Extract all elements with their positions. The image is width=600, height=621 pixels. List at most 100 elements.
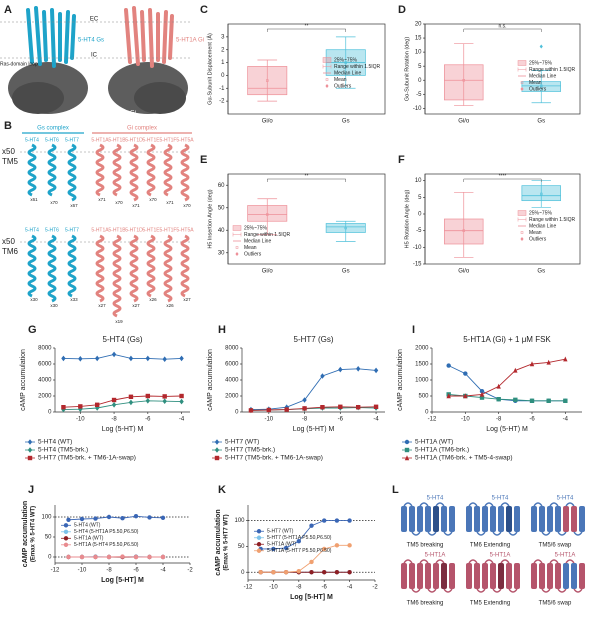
y-tick-label: 100 — [41, 515, 52, 521]
y-tick-label: 2000 — [415, 346, 429, 352]
legend-marker — [63, 529, 69, 534]
marker — [309, 559, 314, 565]
x50-label: x50 — [2, 237, 15, 246]
legend-label: Range within 1.5IQR — [529, 217, 576, 223]
loop — [411, 531, 421, 536]
y-tick-label: 50 — [218, 205, 225, 211]
y-tick-label: 4000 — [225, 378, 239, 384]
helix — [112, 143, 122, 197]
marker — [347, 518, 352, 523]
legend-label: Outliers — [244, 251, 262, 257]
marker — [338, 404, 343, 409]
outlier — [539, 44, 543, 49]
marker — [334, 518, 340, 523]
y-axis-label: H5 Rotation Angle (deg) — [404, 189, 410, 248]
marker — [162, 398, 167, 404]
loop — [533, 559, 543, 564]
variant-label: TM5 Extending — [470, 601, 510, 607]
panel-letter: E — [200, 154, 207, 166]
marker — [133, 514, 139, 519]
residue-label: x71 — [166, 200, 174, 205]
tm-helix — [539, 563, 545, 589]
y-tick-label: -5 — [416, 228, 422, 234]
legend-marker — [256, 542, 262, 547]
x-tick-label: -2 — [187, 568, 193, 574]
helix — [47, 234, 57, 303]
marker — [145, 355, 151, 362]
marker — [94, 355, 100, 362]
legend-swatch — [517, 67, 527, 72]
marker — [61, 406, 66, 413]
y-axis-label: cAMP accumulation — [20, 349, 27, 411]
tm-helix — [409, 563, 415, 589]
marker — [111, 402, 117, 408]
legend-swatch — [322, 64, 332, 69]
y-tick-label: 0 — [235, 410, 239, 416]
legend-label: 25%~75% — [529, 60, 552, 66]
loop — [443, 531, 453, 536]
y-tick-label: 4000 — [38, 378, 52, 384]
receptor-gi-label: 5-HT1A Gi — [176, 38, 204, 44]
panel-letter: K — [218, 484, 226, 496]
series-line — [448, 358, 566, 397]
legend-marker — [214, 455, 220, 461]
marker — [546, 398, 551, 403]
legend-label: Mean — [334, 77, 347, 83]
marker — [78, 404, 83, 409]
legend-swatch — [520, 231, 524, 234]
loop — [492, 531, 502, 536]
significance-label: ** — [305, 23, 309, 29]
loop — [403, 559, 413, 564]
legend-marker — [214, 439, 220, 445]
y-tick-label: 6000 — [225, 362, 239, 368]
y-tick-label: -2 — [219, 99, 225, 105]
y-axis-label: cAMP accumulation — [215, 509, 222, 575]
receptor-label: 5-HT1D — [125, 137, 143, 143]
legend-label: Mean — [529, 230, 542, 236]
y-tick-label: -10 — [413, 106, 422, 112]
legend-label: 5-HT7 (WT) — [225, 439, 259, 446]
x-tick-label: -10 — [76, 417, 85, 423]
y-tick-label: -1 — [219, 86, 225, 92]
box — [521, 81, 561, 92]
y-tick-label: 8000 — [38, 346, 52, 352]
tm-helix — [555, 563, 561, 589]
residue-label: x27 — [98, 303, 106, 308]
tm-helix — [409, 506, 415, 532]
receptor-label: 5-HT4 — [427, 496, 444, 502]
y-tick-label: 1 — [221, 60, 225, 66]
legend-label: 5-HT1A (5-HT4 P5.50,P6.50) — [74, 542, 139, 548]
marker — [479, 395, 485, 400]
series-line — [448, 393, 566, 402]
tm-helix — [433, 563, 439, 589]
series-line — [68, 515, 164, 521]
y-tick-label: 1500 — [415, 362, 429, 368]
receptor-gs-label: 5-HT4 Gs — [78, 38, 104, 44]
residue-label: x26 — [149, 297, 157, 302]
residue-label: x70 — [115, 200, 123, 205]
marker — [179, 398, 184, 405]
legend-swatch — [232, 225, 242, 231]
marker — [111, 397, 117, 403]
variant-label: TM6 Extending — [470, 543, 510, 549]
mean-marker — [540, 192, 543, 196]
legend-label: 5-HT1A (WT) — [74, 536, 104, 542]
panel-a-art — [0, 6, 190, 114]
loop — [541, 531, 551, 536]
legend-label: Median Line — [244, 238, 271, 244]
tm-helix — [441, 563, 447, 589]
box — [325, 223, 366, 233]
marker — [563, 398, 568, 403]
x-tick-label: Gi/o — [458, 119, 470, 125]
loop — [403, 502, 413, 507]
marker — [271, 546, 276, 552]
y-axis-label: H5 Insertion Angle (deg) — [207, 189, 213, 248]
legend-label: 5-HT4 (5-HT1A P5.50,P6.50) — [74, 529, 139, 535]
marker — [496, 383, 501, 389]
marker — [338, 366, 343, 373]
marker — [334, 570, 340, 575]
variant-label: TM6 breaking — [407, 601, 444, 607]
legend-swatch — [325, 84, 329, 88]
y-tick-label: 3 — [221, 34, 225, 40]
